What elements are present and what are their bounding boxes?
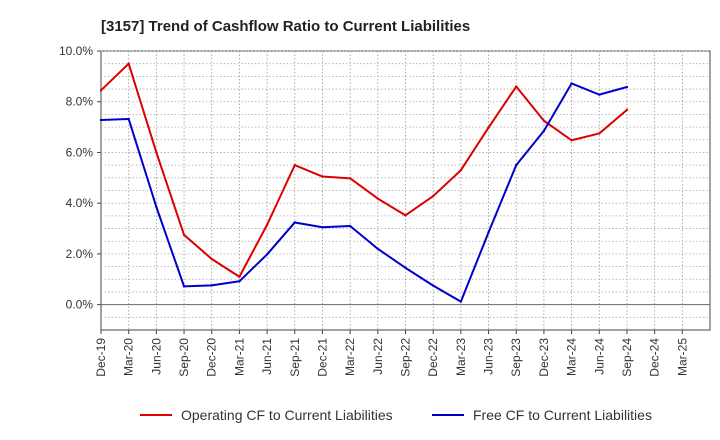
x-tick-label: Jun-21 <box>260 338 274 375</box>
data-point <box>155 151 158 154</box>
data-point <box>404 266 407 270</box>
x-tick-label: Dec-20 <box>205 338 219 377</box>
plot-area <box>99 50 711 331</box>
data-point <box>348 177 352 180</box>
x-tick-label: Mar-20 <box>122 338 136 376</box>
series-line-operating-cf <box>100 62 628 278</box>
series-lines <box>99 62 629 303</box>
y-tick-label: 4.0% <box>66 196 94 210</box>
x-tick-label: Mar-21 <box>232 338 246 376</box>
data-point <box>238 280 241 283</box>
data-point <box>459 169 463 172</box>
data-point <box>127 62 130 65</box>
y-tick-label: 0.0% <box>66 298 94 312</box>
legend: Operating CF to Current Liabilities Free… <box>140 407 652 423</box>
data-point <box>625 108 629 112</box>
data-point <box>598 132 601 135</box>
data-point <box>570 139 573 142</box>
y-tick-label: 2.0% <box>66 247 94 261</box>
data-point <box>99 118 103 122</box>
legend-label-free-cf: Free CF to Current Liabilities <box>473 407 652 423</box>
x-tick-label: Jun-24 <box>592 338 606 375</box>
x-tick-label: Dec-21 <box>315 338 329 377</box>
x-tick-label: Mar-22 <box>343 338 357 376</box>
data-point <box>542 119 546 122</box>
chart-title: [3157] Trend of Cashflow Ratio to Curren… <box>101 18 470 35</box>
x-tick-label: Jun-20 <box>149 338 163 375</box>
data-point <box>182 285 186 288</box>
x-axis: Dec-19 Mar-20 Jun-20 Sep-20 Dec-20 Mar-21 Jun-… <box>94 330 689 377</box>
data-point <box>459 300 463 303</box>
x-tick-label: Dec-24 <box>648 338 662 377</box>
data-point <box>515 163 518 167</box>
grid <box>101 50 710 330</box>
x-tick-label: Mar-24 <box>565 338 579 376</box>
data-point <box>625 85 629 89</box>
data-point <box>376 197 380 200</box>
data-point <box>155 205 158 209</box>
x-tick-label: Dec-22 <box>426 338 440 377</box>
data-point <box>182 233 186 237</box>
x-tick-label: Dec-19 <box>94 338 108 377</box>
data-point <box>515 85 518 88</box>
data-point <box>321 175 324 178</box>
legend-label-operating-cf: Operating CF to Current Liabilities <box>181 407 393 423</box>
y-tick-label: 6.0% <box>66 145 94 159</box>
x-tick-label: Dec-23 <box>537 338 551 377</box>
data-point <box>487 231 490 234</box>
data-point <box>293 221 296 224</box>
x-tick-label: Mar-25 <box>675 338 689 376</box>
x-tick-label: Jun-22 <box>371 338 385 375</box>
data-point <box>265 223 269 226</box>
data-point <box>321 226 324 229</box>
series-line-free-cf <box>100 82 628 303</box>
x-tick-label: Sep-24 <box>620 338 634 377</box>
data-point <box>431 284 435 287</box>
data-point <box>99 89 103 92</box>
data-point <box>348 224 352 228</box>
x-tick-label: Jun-23 <box>482 338 496 375</box>
x-tick-label: Sep-21 <box>288 338 302 377</box>
data-point <box>404 214 407 217</box>
x-tick-label: Sep-23 <box>509 338 523 377</box>
data-point <box>210 284 213 287</box>
data-point <box>570 82 573 85</box>
x-tick-label: Sep-22 <box>399 338 413 377</box>
x-tick-label: Mar-23 <box>454 338 468 376</box>
data-point <box>238 275 241 278</box>
data-point <box>265 253 269 256</box>
data-point <box>293 163 296 167</box>
y-axis: 0.0% 2.0% 4.0% 6.0% 8.0% 10.0% <box>59 44 101 312</box>
data-point <box>376 247 380 251</box>
data-point <box>210 257 213 261</box>
data-point <box>487 126 490 129</box>
y-tick-label: 10.0% <box>59 44 93 58</box>
x-tick-label: Sep-20 <box>177 338 191 377</box>
data-point <box>431 194 435 198</box>
data-point <box>127 117 130 121</box>
y-tick-label: 8.0% <box>66 95 94 109</box>
data-point <box>598 93 601 96</box>
data-point <box>542 129 546 133</box>
